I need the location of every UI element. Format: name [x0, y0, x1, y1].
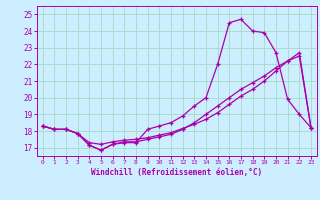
X-axis label: Windchill (Refroidissement éolien,°C): Windchill (Refroidissement éolien,°C) — [91, 168, 262, 177]
